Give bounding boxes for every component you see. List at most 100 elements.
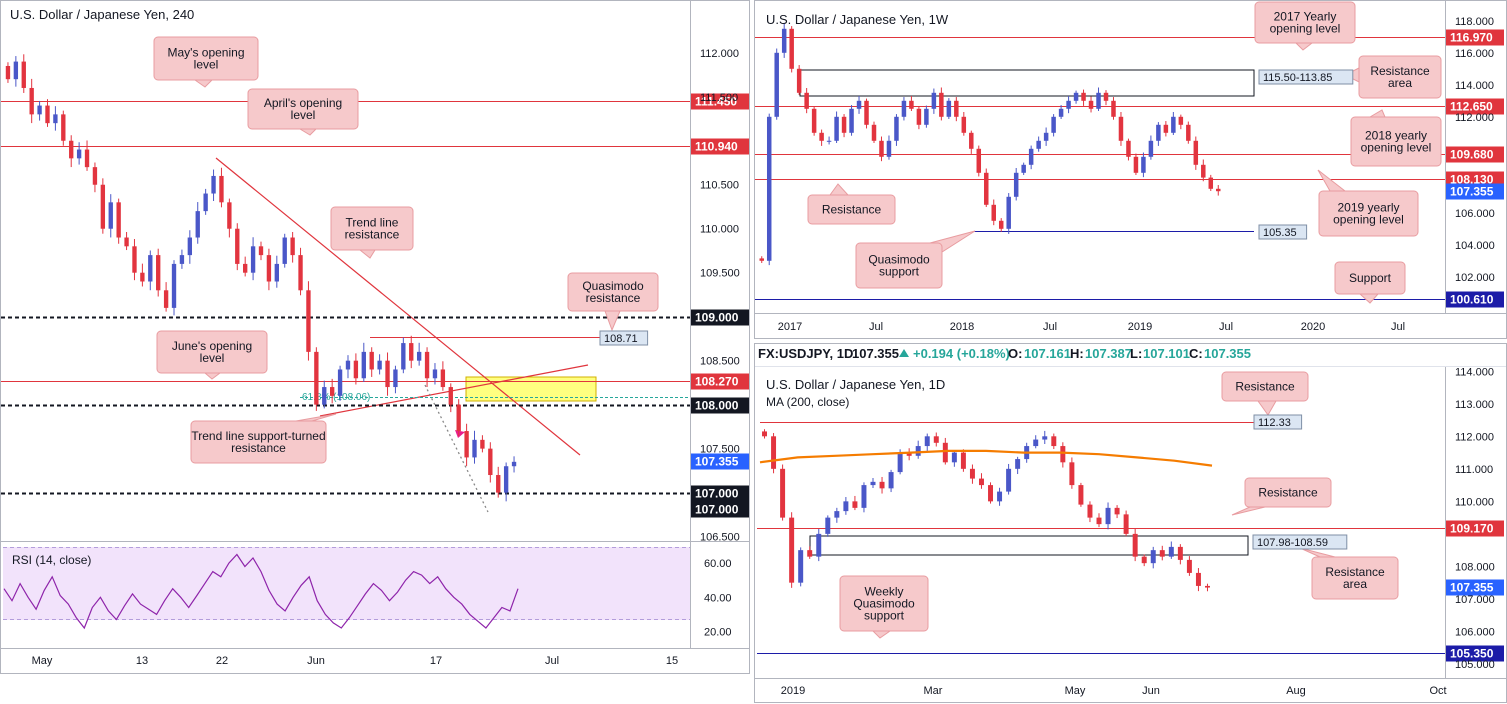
daily-callout-weekly-qm-text: Weekly <box>864 585 903 599</box>
h4-candle-body <box>171 263 177 308</box>
daily-ma-label: MA (200, close) <box>766 395 849 409</box>
daily-y-tick: 114.000 <box>1455 366 1494 378</box>
weekly-candle-body <box>946 100 952 117</box>
daily-y-tick: 112.000 <box>1455 431 1494 443</box>
daily-x-tick: Oct <box>1429 685 1446 697</box>
h4-candle-body <box>472 439 477 458</box>
h4-callout-june-text: level <box>200 351 225 365</box>
weekly-candle-body <box>1013 172 1019 197</box>
h4-candle-body <box>282 237 287 264</box>
daily-x-tick: 2019 <box>781 685 805 697</box>
weekly-candle-body <box>976 148 982 173</box>
daily-112-tag: 112.33 <box>1258 417 1291 429</box>
h4-callout-may-box <box>153 36 259 81</box>
h4-x-tick: 22 <box>216 655 228 667</box>
h4-price-label: 107.000 <box>695 487 739 501</box>
daily-ma-200 <box>759 449 1213 467</box>
h4-y-tick: 109.500 <box>700 268 740 280</box>
weekly-candle-body <box>1096 92 1101 109</box>
h4-candle-body <box>140 272 145 282</box>
weekly-candle-body <box>759 258 764 261</box>
weekly-x-tick: 2017 <box>778 321 802 333</box>
h4-callout-april-box <box>247 88 359 130</box>
h4-candle-body <box>345 360 351 370</box>
weekly-candle-body <box>1028 148 1034 165</box>
h4-trendline-support <box>319 364 589 417</box>
h4-fib-label: 61.8% (108.06) <box>302 392 370 403</box>
daily-candle-body <box>1168 546 1174 557</box>
weekly-candle-body <box>998 220 1004 229</box>
h4-candle-body <box>401 343 406 370</box>
daily-candle-body <box>1195 572 1201 586</box>
daily-price-label: 109.170 <box>1450 522 1494 536</box>
h4-y-tick: 107.500 <box>700 444 740 456</box>
h4-x-tick: 13 <box>136 655 148 667</box>
h4-candle-body <box>13 61 19 80</box>
h4-price-label-bg <box>691 397 749 414</box>
daily-candle-body <box>1078 485 1084 505</box>
h4-candle-body <box>480 439 485 449</box>
weekly-zone-tag-bg <box>1258 69 1354 85</box>
weekly-candle-body <box>1073 92 1079 101</box>
h4-candle-body <box>424 351 430 379</box>
h4-candle-body <box>53 114 58 124</box>
weekly-candle-body <box>886 140 892 157</box>
weekly-candle-body <box>924 108 929 125</box>
weekly-candle-body <box>1193 140 1199 165</box>
daily-zone-tag-bg <box>1252 534 1348 550</box>
daily-y-tick: 106.000 <box>1455 626 1495 638</box>
h4-y-tick: 108.500 <box>700 356 740 368</box>
h4-candle-body <box>243 263 248 273</box>
weekly-callout-2017-text: 2017 Yearly <box>1274 10 1337 24</box>
daily-candle-body <box>870 481 876 486</box>
daily-candle-body <box>1114 507 1120 515</box>
svg-text:+0.194 (+0.18%): +0.194 (+0.18%) <box>913 346 1010 361</box>
h4-candle-body <box>503 466 509 493</box>
daily-price-label-bg <box>1446 645 1504 662</box>
h4-candle-body <box>124 237 129 247</box>
weekly-y-tick: 114.000 <box>1455 80 1494 92</box>
h4-candle-body <box>266 255 272 282</box>
daily-y-tick: 111.000 <box>1455 464 1493 476</box>
weekly-x-tick: 2019 <box>1128 321 1152 333</box>
h4-price-label-bg <box>691 485 749 502</box>
svg-text:107.355: 107.355 <box>852 346 899 361</box>
daily-x-tick: Jun <box>1142 685 1160 697</box>
h4-candle-body <box>148 255 153 282</box>
daily-price-label-bg <box>1446 579 1504 596</box>
h4-x-tick: 15 <box>666 655 678 667</box>
weekly-candle-body <box>826 140 832 142</box>
h4-candle-body <box>393 369 398 388</box>
h4-price-label-bg <box>691 309 749 326</box>
weekly-callout-2019-text: 2019 yearly <box>1337 201 1399 215</box>
h4-callout-may-text: level <box>194 58 219 72</box>
h4-x-tick: 17 <box>430 655 442 667</box>
weekly-candle-body <box>849 108 854 133</box>
daily-112-tag-bg <box>1253 414 1303 430</box>
h4-candle-body <box>179 255 185 264</box>
h4-candle-body <box>203 193 208 212</box>
daily-candle-body <box>960 452 966 469</box>
daily-panel-frame <box>754 343 1507 703</box>
weekly-candle-body <box>811 108 817 133</box>
h4-callout-qm-res-box <box>567 272 659 312</box>
daily-candle-body <box>1060 446 1066 463</box>
h4-callout-tl-support-box <box>190 420 327 464</box>
weekly-candle-body <box>1021 164 1026 173</box>
weekly-callout-resistance-box <box>807 194 896 225</box>
weekly-candle-body <box>909 100 914 109</box>
h4-candle-body <box>456 404 461 432</box>
h4-candle-body <box>353 360 359 379</box>
daily-candle-body <box>997 491 1003 502</box>
h4-price-label: 111.450 <box>695 95 737 109</box>
weekly-price-label: 116.970 <box>1450 31 1493 45</box>
daily-candle-body <box>1087 504 1093 518</box>
daily-callout-res-area-box <box>1311 556 1399 600</box>
rsi-tick-label: 20.00 <box>704 626 732 638</box>
h4-candle-body <box>511 461 517 467</box>
weekly-candle-body <box>1171 116 1176 133</box>
daily-candle-body <box>1159 550 1165 557</box>
weekly-candle-body <box>1051 116 1056 133</box>
